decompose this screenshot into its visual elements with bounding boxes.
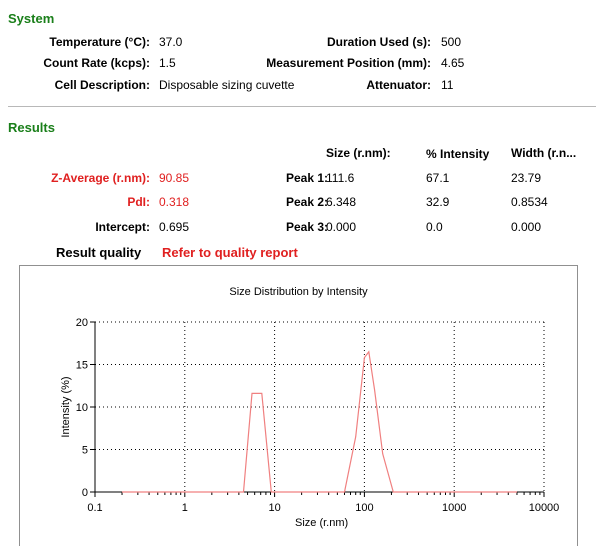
y-axis-title: Intensity (%) <box>60 376 72 438</box>
y-tick-label: 10 <box>76 402 88 414</box>
y-tick-label: 15 <box>76 360 88 372</box>
peak-2-label: Peak 2: <box>285 195 328 209</box>
peak-1-label: Peak 1: <box>285 171 328 185</box>
chart-title: Size Distribution by Intensity <box>229 286 368 298</box>
chart-tick-labels: 0.1 1 10 100 1000 10000 0 5 10 15 20 <box>76 317 560 514</box>
peak-2-intensity: 32.9 <box>426 195 450 209</box>
peak-1-intensity: 67.1 <box>426 171 450 185</box>
attenuator-value: 11 <box>441 78 454 92</box>
x-tick-label: 10 <box>268 502 280 514</box>
x-tick-label: 1 <box>182 502 188 514</box>
measurement-position-label: Measurement Position (mm): <box>266 56 431 70</box>
quality-report-link[interactable]: Refer to quality report <box>162 245 298 260</box>
cell-description-label: Cell Description: <box>54 78 150 92</box>
count-rate-value: 1.5 <box>159 56 176 70</box>
pdi-label: PdI: <box>127 195 150 209</box>
intensity-column-header: % Intensity <box>426 147 490 161</box>
width-column-header: Width (r.n... <box>511 146 577 160</box>
x-tick-label: 0.1 <box>87 502 102 514</box>
peak-3-intensity: 0.0 <box>426 220 443 234</box>
peak-3-size: 0.000 <box>326 220 357 234</box>
y-tick-label: 20 <box>76 317 88 329</box>
chart-gridlines <box>95 321 545 492</box>
count-rate-label: Count Rate (kcps): <box>43 56 150 70</box>
y-tick-label: 5 <box>82 445 88 457</box>
intensity-distribution-line <box>122 350 517 493</box>
cell-description-value: Disposable sizing cuvette <box>159 78 295 92</box>
intercept-label: Intercept: <box>95 220 150 234</box>
peak-3-label: Peak 3: <box>285 220 328 234</box>
x-tick-label: 10000 <box>529 502 560 514</box>
measurement-position-value: 4.65 <box>441 56 465 70</box>
intercept-value: 0.695 <box>159 220 190 234</box>
temperature-label: Temperature (°C): <box>49 35 150 49</box>
x-axis-title: Size (r.nm) <box>295 517 349 529</box>
duration-value: 500 <box>441 35 462 49</box>
chart-series <box>122 350 517 493</box>
duration-label: Duration Used (s): <box>326 35 431 49</box>
peak-1-size: 111.6 <box>326 171 355 185</box>
pdi-value: 0.318 <box>159 195 190 209</box>
peak-3-width: 0.000 <box>511 220 542 234</box>
size-column-header: Size (r.nm): <box>326 146 391 160</box>
x-tick-label: 1000 <box>442 502 466 514</box>
results-section-title: Results <box>8 120 55 135</box>
result-quality-label: Result quality <box>56 245 142 260</box>
z-average-label: Z-Average (r.nm): <box>51 171 150 185</box>
chart-ticks <box>90 321 545 497</box>
section-divider <box>8 106 596 107</box>
size-distribution-chart-frame <box>19 265 578 546</box>
attenuator-label: Attenuator: <box>366 78 431 92</box>
z-average-value: 90.85 <box>159 171 190 185</box>
x-tick-label: 100 <box>355 502 373 514</box>
peak-2-width: 0.8534 <box>511 195 548 209</box>
temperature-value: 37.0 <box>159 35 183 49</box>
system-section-title: System <box>8 11 55 26</box>
y-tick-label: 0 <box>82 487 88 499</box>
peak-1-width: 23.79 <box>511 171 542 185</box>
peak-2-size: 6.348 <box>326 195 357 209</box>
